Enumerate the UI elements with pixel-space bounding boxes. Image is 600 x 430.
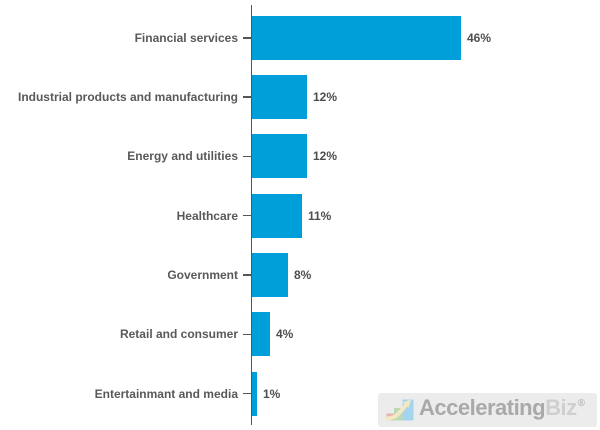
bar <box>252 312 270 357</box>
category-label: Retail and consumer <box>119 327 238 342</box>
bar <box>252 253 288 297</box>
watermark-brand-primary: Accelerating <box>419 394 546 420</box>
bar <box>252 371 257 416</box>
axis-tick <box>243 155 251 158</box>
axis-tick <box>243 274 251 276</box>
axis-tick <box>243 37 251 39</box>
axis-tick <box>243 96 251 98</box>
category-label: Government <box>167 268 238 282</box>
category-label: Financial services <box>134 30 238 45</box>
category-label: Energy and utilities <box>127 149 238 164</box>
value-label: 46% <box>467 30 492 45</box>
axis-tick <box>243 392 251 395</box>
category-label: Industrial products and manufacturing <box>17 90 238 105</box>
watermark-brand-secondary: Biz <box>545 394 577 420</box>
axis-tick <box>243 333 251 336</box>
acceleratingbiz-watermark: AcceleratingBiz® <box>378 393 597 427</box>
axis-tick <box>243 214 251 217</box>
bar <box>252 75 307 120</box>
value-label: 1% <box>263 386 281 401</box>
y-axis-line <box>250 5 252 425</box>
value-label: 11% <box>308 208 332 223</box>
growth-bars-arrow-icon <box>385 399 414 421</box>
value-label: 12% <box>313 90 338 105</box>
bar <box>252 15 461 60</box>
value-label: 4% <box>276 327 294 342</box>
bar <box>252 134 307 179</box>
category-label: Healthcare <box>176 208 238 223</box>
value-label: 8% <box>294 268 312 282</box>
registered-mark: ® <box>577 397 585 409</box>
bar <box>252 193 302 238</box>
category-label: Entertainmant and media <box>94 386 238 401</box>
value-label: 12% <box>313 149 338 164</box>
watermark-brand-text: AcceleratingBiz® <box>419 391 585 430</box>
